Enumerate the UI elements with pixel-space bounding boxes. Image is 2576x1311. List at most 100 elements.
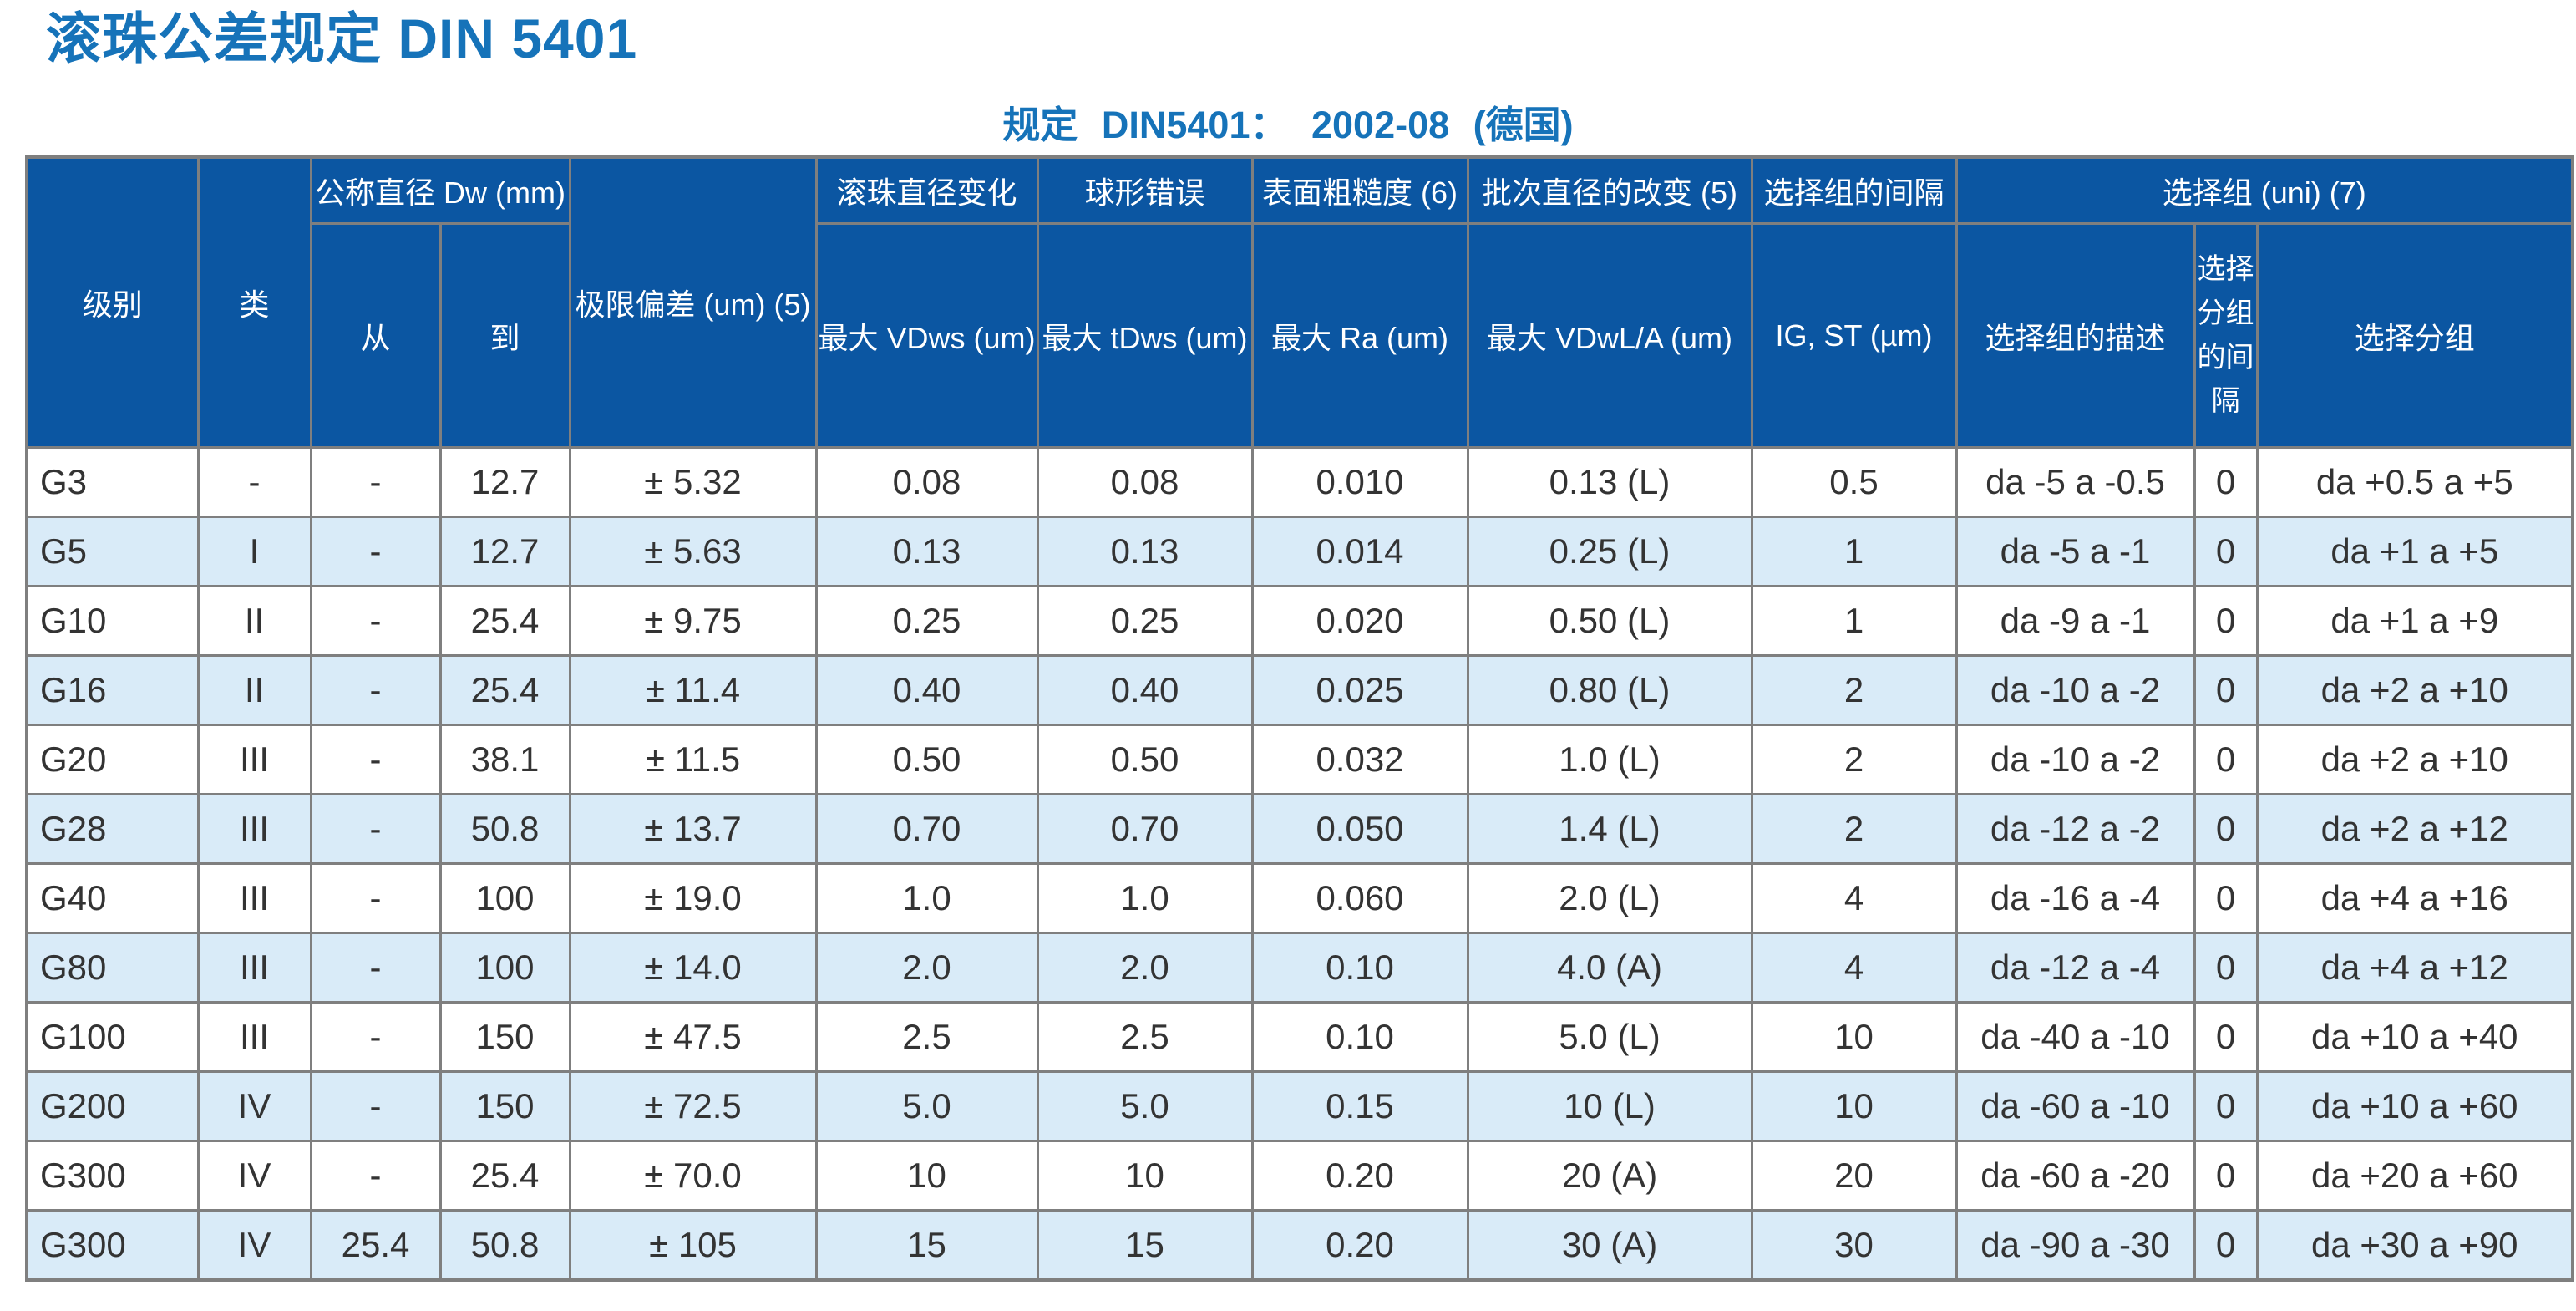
cell: 12.7 xyxy=(439,516,571,588)
cell: III xyxy=(196,862,312,935)
cell: 30 xyxy=(1750,1209,1958,1282)
cell: 1 xyxy=(1750,585,1958,658)
cell: 0.08 xyxy=(1036,446,1254,519)
cell: da -12 a -2 xyxy=(1955,793,2196,866)
cell: 0.40 xyxy=(814,654,1039,727)
cell: G5 xyxy=(25,516,200,588)
cell: 4.0 (A) xyxy=(1466,932,1753,1004)
cell: ± 5.32 xyxy=(568,446,818,519)
col-header-max-tdws: 最大 tDws (um) xyxy=(1036,222,1254,450)
cell: da -60 a -10 xyxy=(1955,1070,2196,1143)
cell: III xyxy=(196,793,312,866)
cell: 15 xyxy=(1036,1209,1254,1282)
cell: 0.25 xyxy=(814,585,1039,658)
cell: III xyxy=(196,724,312,796)
cell: 0 xyxy=(2193,1001,2259,1074)
cell: da +30 a +90 xyxy=(2255,1209,2574,1282)
cell: G80 xyxy=(25,932,200,1004)
table-row: G40 III -100 ± 19.0 1.0 1.0 0.060 2.0 (L) 4 da -1… xyxy=(25,862,2574,935)
cell: da -9 a -1 xyxy=(1955,585,2196,658)
cell: da -12 a -4 xyxy=(1955,932,2196,1004)
cell: 0.50 xyxy=(814,724,1039,796)
cell: 0.050 xyxy=(1250,793,1469,866)
cell: 1.0 (L) xyxy=(1466,724,1753,796)
cell: 25.4 xyxy=(439,654,571,727)
cell: 0 xyxy=(2193,516,2259,588)
table-row: G300 IV -25.4 ± 70.0 10 10 0.20 20 (A) 20 da -60 … xyxy=(25,1140,2574,1212)
cell: 0.13 (L) xyxy=(1466,446,1753,519)
cell: G200 xyxy=(25,1070,200,1143)
col-header-max-vdws: 最大 VDws (um) xyxy=(814,222,1039,450)
col-header-spherical-error: 球形错误 xyxy=(1036,155,1254,226)
cell: ± 105 xyxy=(568,1209,818,1282)
cell: 0.032 xyxy=(1250,724,1469,796)
col-header-to: 到 xyxy=(439,222,571,450)
col-header-limit-deviation: 极限偏差 (um) (5) xyxy=(568,155,818,450)
cell: 0.13 xyxy=(1036,516,1254,588)
col-header-level: 级别 xyxy=(25,155,200,450)
table-header: 级别 类 公称直径 Dw (mm) 极限偏差 (um) (5) 滚珠直径变化 球… xyxy=(25,155,2574,450)
table-row: G5 I -12.7 ± 5.63 0.13 0.13 0.014 0.25 (L) 1 da -… xyxy=(25,516,2574,588)
cell: 0.20 xyxy=(1250,1209,1469,1282)
cell: da -40 a -10 xyxy=(1955,1001,2196,1074)
cell: 0.80 (L) xyxy=(1466,654,1753,727)
cell: 0.50 xyxy=(1036,724,1254,796)
cell: da +1 a +5 xyxy=(2255,516,2574,588)
cell: 100 xyxy=(439,932,571,1004)
cell: 25.4 xyxy=(439,1140,571,1212)
cell: 20 xyxy=(1750,1140,1958,1212)
cell: 0.025 xyxy=(1250,654,1469,727)
col-header-ball-diameter-variation: 滚珠直径变化 xyxy=(814,155,1039,226)
cell: 0 xyxy=(2193,793,2259,866)
cell: 10 xyxy=(1750,1001,1958,1074)
cell: 10 xyxy=(1750,1070,1958,1143)
col-header-selection-group: 选择组 (uni) (7) xyxy=(1955,155,2574,226)
table-row: G16 II -25.4 ± 11.4 0.40 0.40 0.025 0.80 (L) 2 da… xyxy=(25,654,2574,727)
cell: 1.4 (L) xyxy=(1466,793,1753,866)
cell: 0.70 xyxy=(1036,793,1254,866)
cell: II xyxy=(196,585,312,658)
col-header-selection-subgroup-interval: 选择分组的间隔 xyxy=(2193,222,2259,450)
cell: 0.10 xyxy=(1250,932,1469,1004)
spec-subtitle: 规定 DIN5401： 2002-08 (德国) xyxy=(1002,103,1574,146)
cell: 0.13 xyxy=(814,516,1039,588)
cell: ± 5.63 xyxy=(568,516,818,588)
cell: 0 xyxy=(2193,862,2259,935)
cell: ± 9.75 xyxy=(568,585,818,658)
col-header-surface-roughness: 表面粗糙度 (6) xyxy=(1250,155,1469,226)
cell: 5.0 (L) xyxy=(1466,1001,1753,1074)
cell: 0.25 xyxy=(1036,585,1254,658)
table-row: G20 III -38.1 ± 11.5 0.50 0.50 0.032 1.0 (L) 2 da… xyxy=(25,724,2574,796)
col-header-nominal-diameter: 公称直径 Dw (mm) xyxy=(309,155,571,226)
cell: - xyxy=(309,1070,442,1143)
cell: 2.0 (L) xyxy=(1466,862,1753,935)
cell: 0.10 xyxy=(1250,1001,1469,1074)
cell: G300 xyxy=(25,1140,200,1212)
cell: ± 47.5 xyxy=(568,1001,818,1074)
col-header-class: 类 xyxy=(196,155,312,450)
cell: da +10 a +40 xyxy=(2255,1001,2574,1074)
cell: III xyxy=(196,932,312,1004)
cell: 30 (A) xyxy=(1466,1209,1753,1282)
cell: 10 xyxy=(1036,1140,1254,1212)
cell: ± 19.0 xyxy=(568,862,818,935)
cell: da +4 a +16 xyxy=(2255,862,2574,935)
cell: da -16 a -4 xyxy=(1955,862,2196,935)
cell: 1.0 xyxy=(814,862,1039,935)
cell: 15 xyxy=(814,1209,1039,1282)
cell: da +20 a +60 xyxy=(2255,1140,2574,1212)
cell: 0 xyxy=(2193,724,2259,796)
cell: 1 xyxy=(1750,516,1958,588)
cell: 0.15 xyxy=(1250,1070,1469,1143)
cell: 50.8 xyxy=(439,1209,571,1282)
cell: 0 xyxy=(2193,585,2259,658)
cell: IV xyxy=(196,1070,312,1143)
cell: G100 xyxy=(25,1001,200,1074)
table-body: G3- -12.7 ± 5.32 0.08 0.08 0.010 0.13 (L) 0.5 da… xyxy=(25,446,2574,1282)
cell: 5.0 xyxy=(814,1070,1039,1143)
cell: da -5 a -1 xyxy=(1955,516,2196,588)
cell: ± 11.4 xyxy=(568,654,818,727)
table-row: G3- -12.7 ± 5.32 0.08 0.08 0.010 0.13 (L) 0.5 da… xyxy=(25,446,2574,519)
cell: da +10 a +60 xyxy=(2255,1070,2574,1143)
cell: 25.4 xyxy=(309,1209,442,1282)
